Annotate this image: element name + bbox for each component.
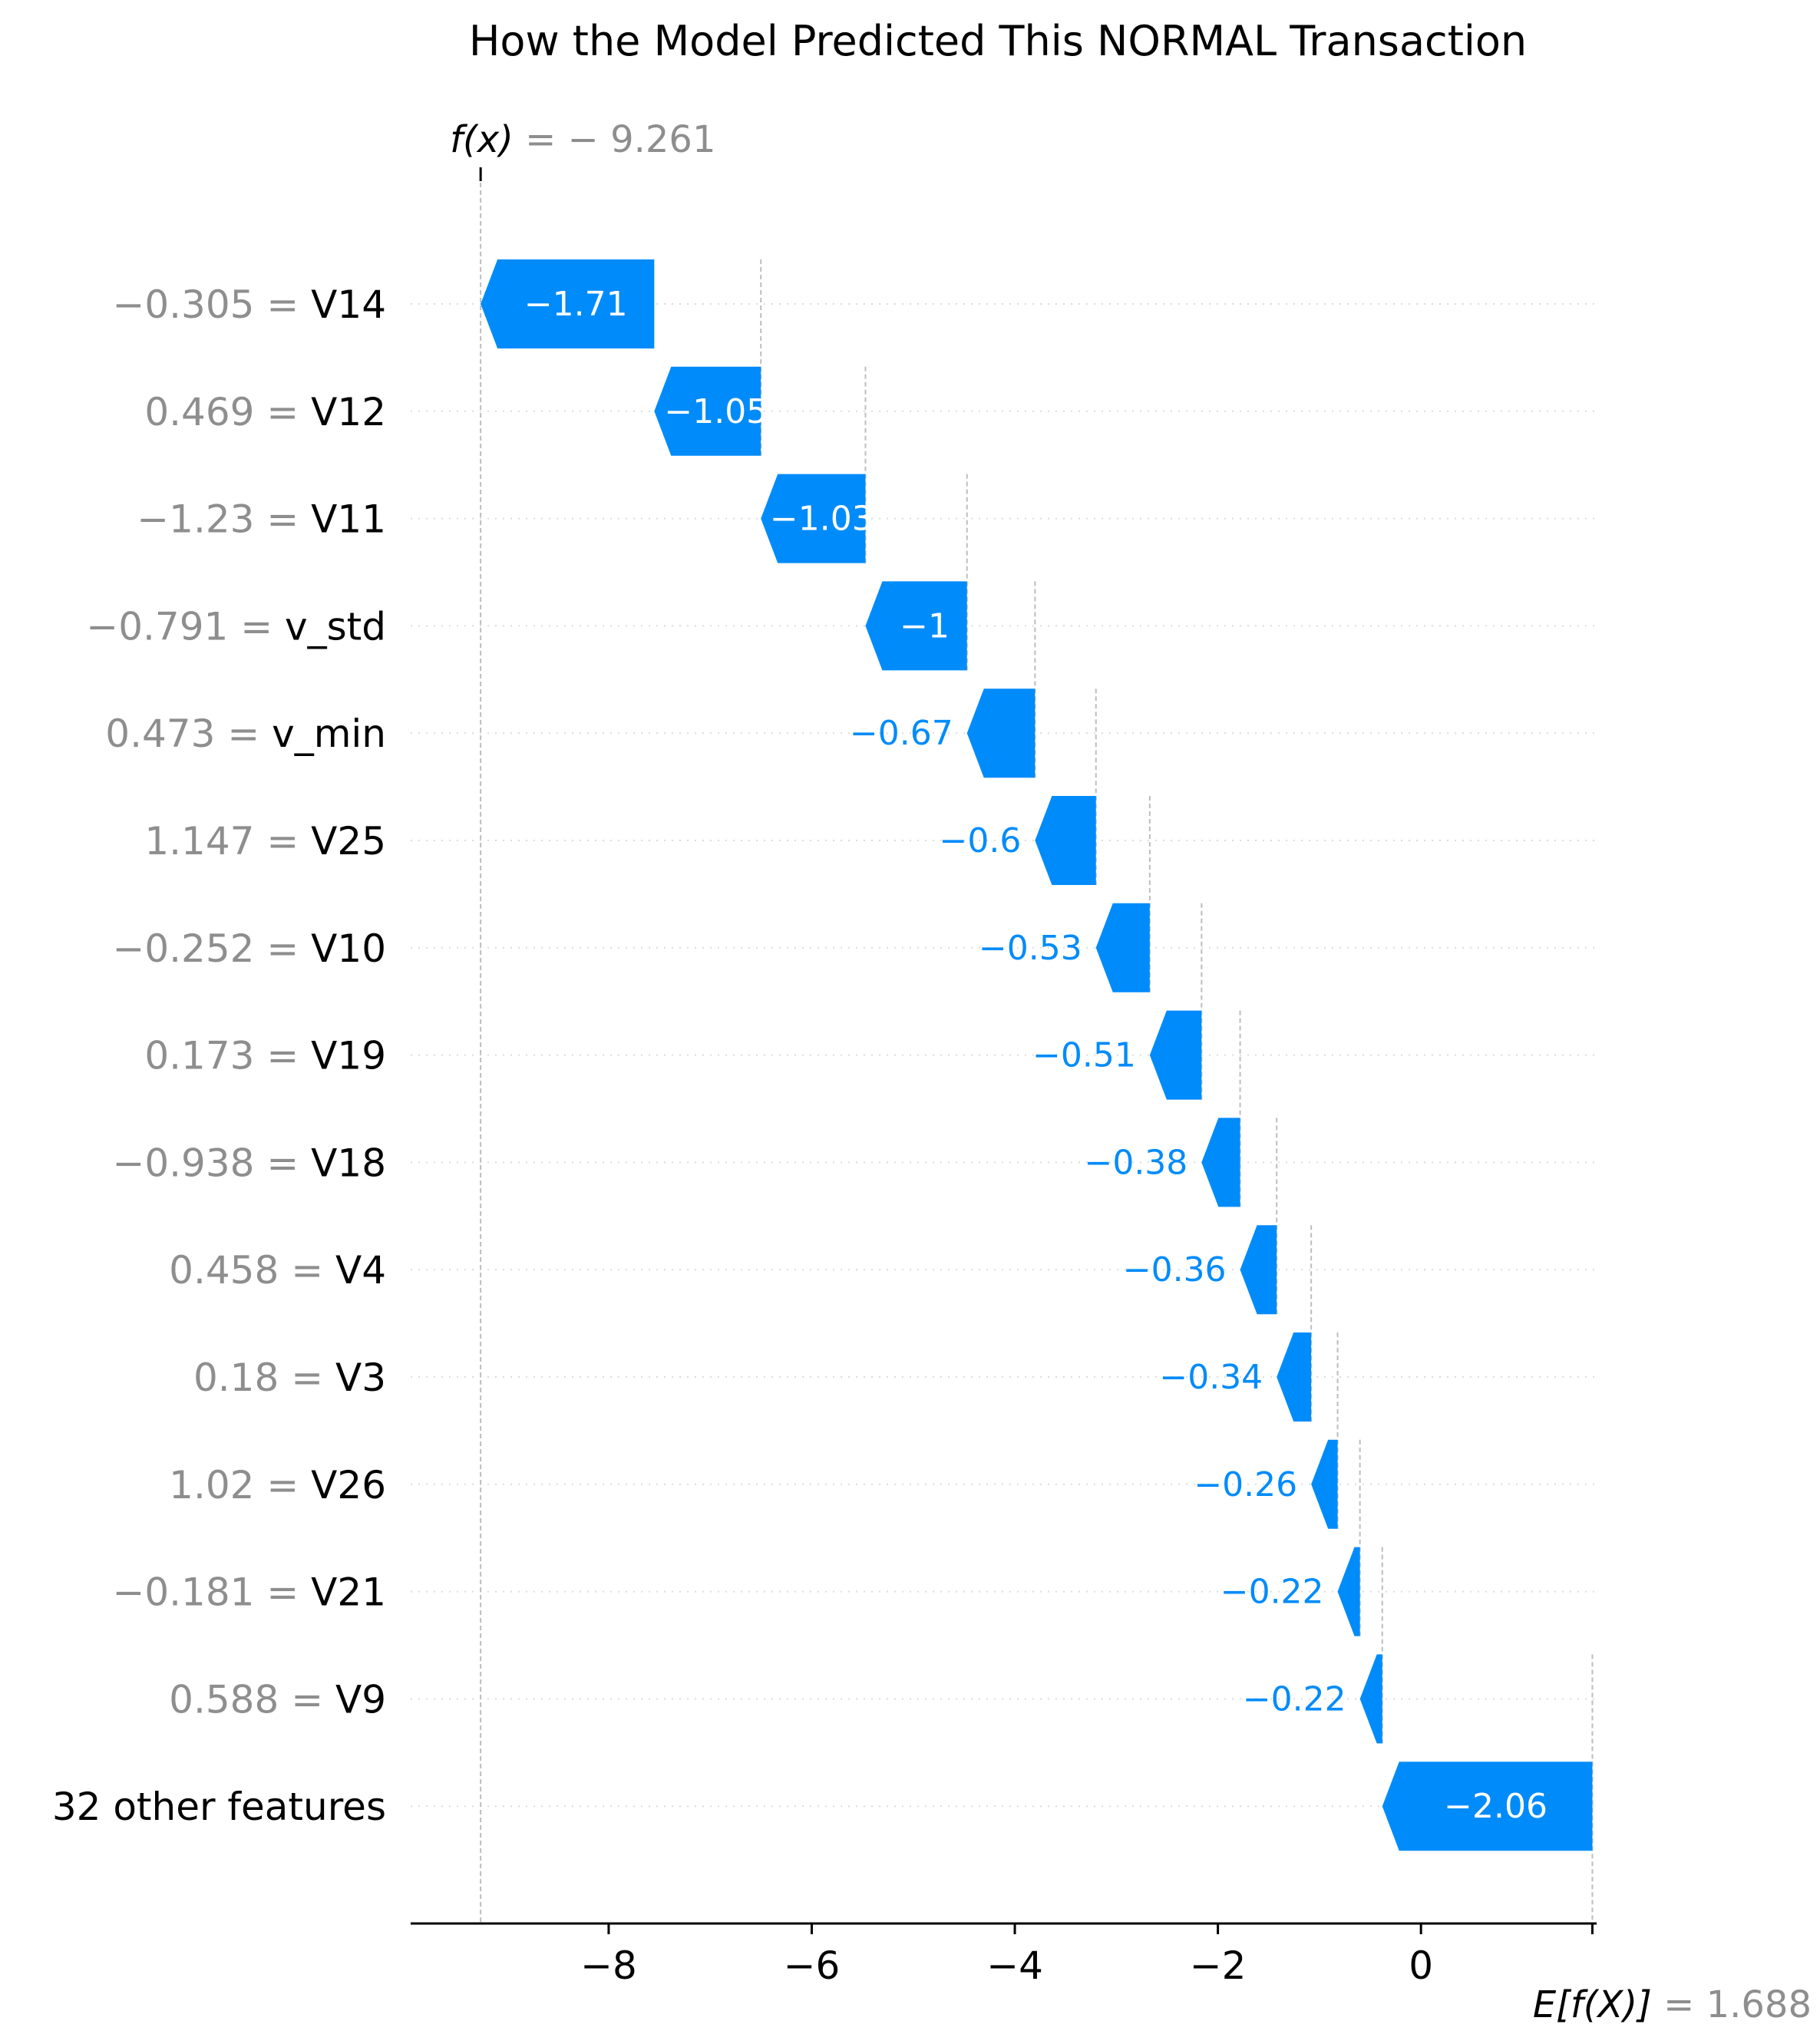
expected-label: E[f(X)] = 1.688 [1533,1983,1812,2026]
x-tick-label: −8 [580,1943,637,1988]
feature-label: 1.147 = V25 [144,819,386,863]
feature-value: 0.458 = [169,1248,335,1293]
feature-name: v_min [272,712,386,756]
feature-name: V4 [335,1248,386,1293]
bar-value-label: −1.05 [664,392,768,431]
waterfall-bar-V10 [1095,903,1150,992]
feature-label: 0.469 = V12 [144,390,386,434]
feature-value: 0.469 = [144,390,311,434]
feature-value: 0.18 = [193,1356,335,1400]
feature-value: 1.147 = [144,819,311,863]
feature-label: −0.252 = V10 [112,926,386,971]
feature-value: −1.23 = [137,497,311,542]
bar-value-label: −0.34 [1159,1358,1263,1397]
bar-value-label: −0.67 [850,714,953,753]
bar-value-label: −0.22 [1243,1679,1346,1719]
feature-name: V25 [311,819,386,863]
fx-label: f(x) = − 9.261 [450,118,715,161]
feature-name: V12 [311,390,386,434]
bar-value-label: −1 [900,606,950,646]
waterfall-bar-V21 [1337,1547,1360,1636]
waterfall-bar-v_min [966,688,1036,778]
feature-name: 32 other features [52,1785,386,1829]
feature-name: V11 [311,497,386,542]
bar-value-label: −1.71 [524,285,628,324]
fx-symbol: f(x) [450,118,525,161]
feature-label-layer: −0.305 = V14 0.469 = V12 −1.23 = V11 −0.791… [52,282,386,1829]
feature-name: V3 [335,1356,386,1400]
waterfall-bar-32-other-features [1382,1762,1593,1851]
bar-value-label: −0.51 [1032,1036,1136,1075]
chart-title: How the Model Predicted This NORMAL Tran… [469,17,1527,65]
feature-name: V9 [335,1677,386,1722]
grid-layer [411,303,1597,1808]
x-tick-label: −2 [1190,1943,1247,1988]
feature-name: V21 [311,1570,386,1615]
bar-value-label: −0.38 [1084,1143,1187,1182]
bar-value-label: −0.36 [1123,1250,1227,1289]
waterfall-bar-V14 [481,259,655,348]
feature-label: 1.02 = V26 [169,1463,386,1507]
bar-value-label: −0.26 [1194,1465,1297,1504]
bar-value-label: −1.03 [770,500,874,539]
waterfall-bar-V19 [1149,1010,1202,1100]
bar-value-label: −0.22 [1220,1573,1324,1612]
waterfall-bar-v_std [865,581,967,671]
feature-label: −0.938 = V18 [112,1141,386,1185]
waterfall-bar-V3 [1277,1332,1312,1422]
feature-name: V19 [311,1034,386,1078]
feature-label: 0.588 = V9 [169,1677,386,1722]
feature-value: 1.02 = [169,1463,311,1507]
bar-value-label: −2.06 [1444,1787,1547,1826]
feature-name: V26 [311,1463,386,1507]
feature-name: V18 [311,1141,386,1185]
bar-layer: −1.71 −1.05 −1.03 −1 −0.67 −0.6 −0.53 −0.51 −0.3… [481,259,1593,1851]
feature-value: −0.305 = [112,282,311,327]
feature-label: 0.173 = V19 [144,1034,386,1078]
feature-value: −0.938 = [112,1141,311,1185]
feature-label: 0.473 = v_min [105,712,386,756]
x-tick-label: −4 [986,1943,1043,1988]
x-tick-label: 0 [1409,1943,1433,1988]
feature-label: −0.181 = V21 [112,1570,386,1615]
feature-value: 0.173 = [144,1034,311,1078]
feature-value: −0.791 = [86,604,285,649]
waterfall-bar-V18 [1201,1118,1240,1207]
feature-label: −1.23 = V11 [137,497,386,542]
feature-label: −0.305 = V14 [112,282,386,327]
waterfall-bar-V9 [1359,1654,1382,1744]
fx-value: = − 9.261 [525,118,715,161]
feature-name: V10 [311,926,386,971]
waterfall-bar-V11 [761,474,866,563]
feature-name: V14 [311,282,386,327]
feature-label: −0.791 = v_std [86,604,386,649]
feature-label: 32 other features [52,1785,386,1829]
waterfall-bar-V26 [1311,1439,1338,1529]
feature-value: −0.252 = [112,926,311,971]
x-tick-label: −6 [784,1943,841,1988]
waterfall-bar-V25 [1035,796,1096,885]
x-axis: −8 −6 −4 −2 0 [411,1922,1597,1988]
feature-label: 0.18 = V3 [193,1356,386,1400]
expected-symbol: E[f(X)] [1533,1983,1663,2026]
bar-value-label: −0.53 [979,929,1082,968]
feature-value: −0.181 = [112,1570,311,1615]
expected-value-annotation: E[f(X)] = 1.688 [1533,1983,1812,2026]
waterfall-bar-V12 [654,366,761,456]
waterfall-bar-V4 [1240,1225,1277,1315]
bar-value-label: −0.6 [940,821,1022,860]
feature-value: 0.588 = [169,1677,335,1722]
fx-annotation: f(x) = − 9.261 [450,118,716,181]
expected-value: = 1.688 [1663,1983,1812,2026]
feature-name: v_std [285,604,386,649]
feature-value: 0.473 = [105,712,272,756]
feature-label: 0.458 = V4 [169,1248,386,1293]
